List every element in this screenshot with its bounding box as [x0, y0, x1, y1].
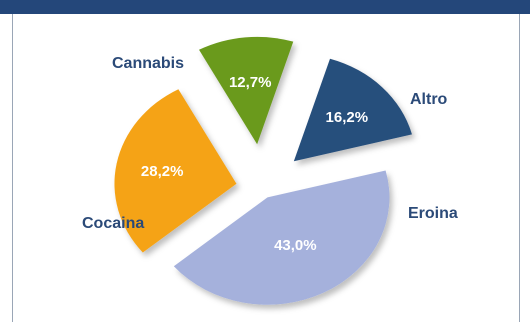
category-label-eroina: Eroina [408, 205, 458, 222]
pie-slice-eroina [293, 58, 412, 162]
value-label-altro: 12,7% [229, 74, 272, 91]
value-label-cannabis: 28,2% [141, 163, 184, 180]
value-label-eroina: 16,2% [326, 109, 369, 126]
pie-slice-cocaina [173, 170, 390, 305]
header-bar [0, 0, 530, 14]
category-label-cannabis: Cannabis [112, 55, 184, 72]
pie-slice-altro [199, 36, 294, 145]
category-label-altro: Altro [410, 91, 448, 108]
value-label-cocaina: 43,0% [274, 237, 317, 254]
pie-slice-cannabis [114, 89, 237, 253]
category-label-cocaina: Cocaina [82, 215, 144, 232]
